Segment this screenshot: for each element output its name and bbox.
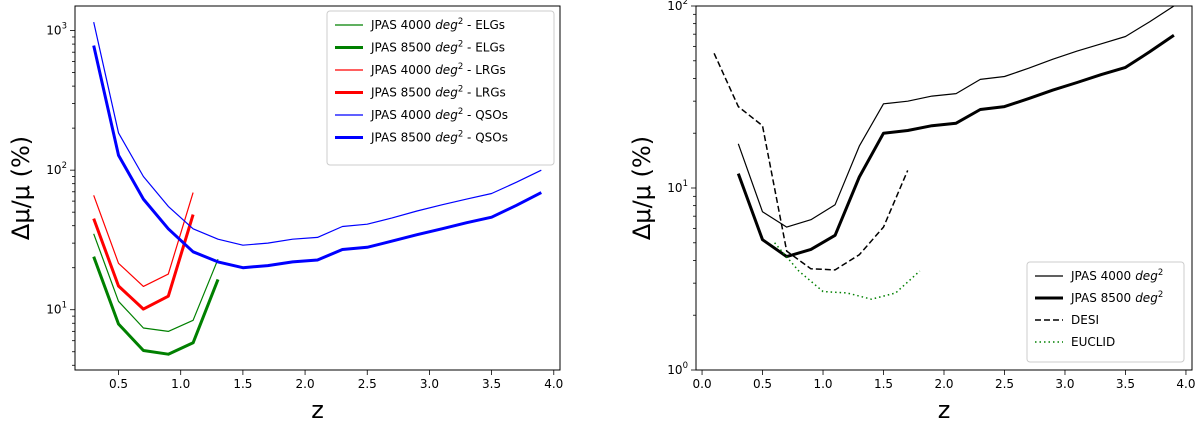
legend-label-3: JPAS 8500 deg2 - LRGs — [370, 85, 506, 100]
y-tick-label: 100 — [667, 361, 688, 377]
x-tick-label: 0.5 — [109, 377, 128, 391]
series-line-3 — [774, 242, 921, 300]
x-tick-label: 2.0 — [934, 377, 953, 391]
y-tick-label: 101 — [46, 301, 67, 317]
x-tick-label: 3.0 — [1055, 377, 1074, 391]
legend-label-0: JPAS 4000 deg2 — [1070, 268, 1163, 283]
legend-box — [1026, 261, 1185, 363]
plot-frame — [695, 5, 1193, 371]
series-line-0 — [737, 6, 1175, 228]
x-tick-label: 4.0 — [544, 377, 563, 391]
series-line-1 — [736, 34, 1175, 259]
x-tick-label: 2.5 — [995, 377, 1014, 391]
series-line-2 — [93, 192, 194, 287]
legend: JPAS 4000 deg2 JPAS 8500 deg2 DESI EUCLID — [1026, 261, 1185, 363]
left-panel: 101 102 103 0.5 1.0 1.5 2.0 2.5 3.0 3.5 4.0 z Δμ/μ (… — [7, 5, 563, 423]
series-line-5 — [92, 45, 542, 270]
x-tick-label: 3.0 — [420, 377, 439, 391]
y-axis-label: Δμ/μ (%) — [7, 136, 35, 240]
x-tick-label: 1.0 — [171, 377, 190, 391]
x-tick-label: 2.5 — [358, 377, 377, 391]
x-tick-label: 0.0 — [693, 377, 712, 391]
legend: JPAS 4000 deg2 - ELGs JPAS 8500 deg2 - ELGs… — [326, 10, 555, 166]
legend-label-4: JPAS 4000 deg2 - QSOs — [370, 107, 508, 122]
y-tick-label: 101 — [667, 179, 688, 195]
x-tick-label: 3.5 — [1116, 377, 1135, 391]
y-tick-label: 102 — [667, 0, 688, 13]
x-tick-label: 1.0 — [813, 377, 832, 391]
y-axis-label: Δμ/μ (%) — [628, 136, 656, 240]
x-tick-label: 2.0 — [296, 377, 315, 391]
series-line-2 — [713, 52, 909, 271]
x-tick-label: 4.0 — [1176, 377, 1195, 391]
x-tick-label: 1.5 — [874, 377, 893, 391]
x-tick-label: 3.5 — [482, 377, 501, 391]
x-axis-label: z — [311, 396, 324, 423]
legend-box — [326, 10, 555, 166]
series-line-1 — [92, 256, 220, 356]
legend-label-1: JPAS 8500 deg2 — [1070, 290, 1163, 305]
y-tick-label: 103 — [46, 22, 67, 38]
x-tick-label: 0.5 — [753, 377, 772, 391]
right-panel: 100 101 102 0.0 0.5 1.0 1.5 2.0 2.5 3.0 3.5 4.0 z Δμ/… — [628, 0, 1195, 423]
x-axis-label: z — [938, 396, 951, 423]
x-tick-label: 1.5 — [233, 377, 252, 391]
plot-frame — [74, 5, 561, 371]
series-line-3 — [92, 214, 195, 311]
legend-label-2: DESI — [1071, 313, 1099, 327]
series-line-4 — [93, 21, 542, 246]
legend-label-0: JPAS 4000 deg2 - ELGs — [370, 17, 505, 32]
series-line-0 — [93, 233, 219, 332]
legend-label-1: JPAS 8500 deg2 - ELGs — [370, 40, 505, 55]
legend-label-2: JPAS 4000 deg2 - LRGs — [370, 62, 506, 77]
legend-label-5: JPAS 8500 deg2 - QSOs — [370, 130, 508, 145]
legend-label-3: EUCLID — [1071, 335, 1115, 349]
y-tick-label: 102 — [46, 161, 67, 177]
